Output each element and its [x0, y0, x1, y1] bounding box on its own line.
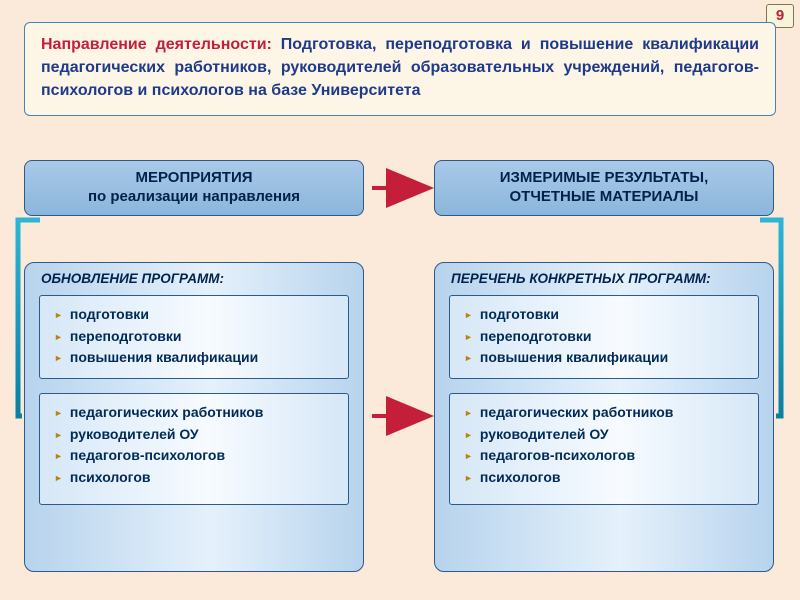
- activities-box: МЕРОПРИЯТИЯпо реализации направления: [24, 160, 364, 216]
- list-item: подготовки: [464, 304, 750, 326]
- list-item: руководителей ОУ: [464, 424, 750, 446]
- right-list-2: педагогических работников руководителей …: [449, 393, 759, 505]
- list-item: педагогов-психологов: [464, 445, 750, 467]
- left-panel: ОБНОВЛЕНИЕ ПРОГРАММ: подготовки переподг…: [24, 262, 364, 572]
- left-panel-title: ОБНОВЛЕНИЕ ПРОГРАММ:: [25, 263, 363, 290]
- list-item: психологов: [54, 467, 340, 489]
- results-box: ИЗМЕРИМЫЕ РЕЗУЛЬТАТЫ,ОТЧЕТНЫЕ МАТЕРИАЛЫ: [434, 160, 774, 216]
- left-list-2: педагогических работников руководителей …: [39, 393, 349, 505]
- right-panel: ПЕРЕЧЕНЬ КОНКРЕТНЫХ ПРОГРАММ: подготовки…: [434, 262, 774, 572]
- list-item: психологов: [464, 467, 750, 489]
- list-item: подготовки: [54, 304, 340, 326]
- direction-box: Направление деятельности: Подготовка, пе…: [24, 22, 776, 116]
- activities-label: МЕРОПРИЯТИЯпо реализации направления: [88, 169, 300, 207]
- left-list-1: подготовки переподготовки повышения квал…: [39, 295, 349, 379]
- list-item: педагогических работников: [54, 402, 340, 424]
- list-item: переподготовки: [54, 326, 340, 348]
- list-item: руководителей ОУ: [54, 424, 340, 446]
- list-item: повышения квалификации: [464, 347, 750, 369]
- direction-label: Направление деятельности:: [41, 36, 272, 53]
- right-list-1: подготовки переподготовки повышения квал…: [449, 295, 759, 379]
- list-item: переподготовки: [464, 326, 750, 348]
- list-item: педагогических работников: [464, 402, 750, 424]
- right-panel-title: ПЕРЕЧЕНЬ КОНКРЕТНЫХ ПРОГРАММ:: [435, 263, 773, 290]
- results-label: ИЗМЕРИМЫЕ РЕЗУЛЬТАТЫ,ОТЧЕТНЫЕ МАТЕРИАЛЫ: [500, 169, 709, 207]
- list-item: повышения квалификации: [54, 347, 340, 369]
- list-item: педагогов-психологов: [54, 445, 340, 467]
